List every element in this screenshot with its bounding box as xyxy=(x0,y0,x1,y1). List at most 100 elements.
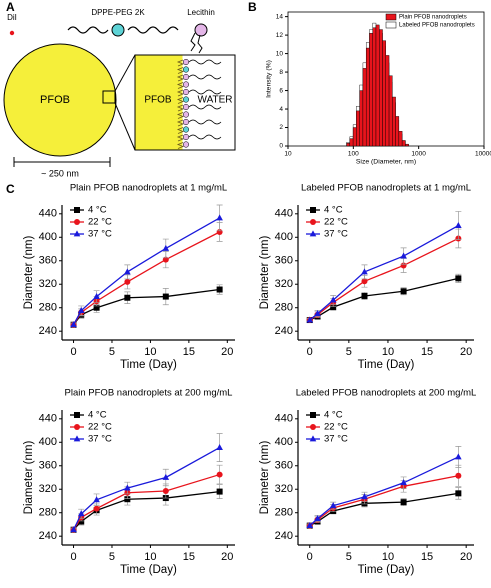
x-tick-label: 5 xyxy=(346,346,352,358)
marker xyxy=(93,496,100,503)
legend-label: 37 °C xyxy=(324,229,348,240)
legend-label: Plain PFOB nanodroplets xyxy=(399,15,467,21)
panel-label: A xyxy=(6,0,15,14)
legend-swatch xyxy=(385,21,397,29)
marker xyxy=(93,505,100,512)
marker xyxy=(93,292,100,299)
x-axis-label: Time (Day) xyxy=(358,564,415,576)
marker xyxy=(74,207,80,213)
x-axis-label: Time (Day) xyxy=(120,359,177,371)
legend-label: 4 °C xyxy=(88,205,107,216)
x-tick-label: 15 xyxy=(183,346,195,358)
marker xyxy=(455,490,462,497)
legend-label: 22 °C xyxy=(88,217,112,228)
bar xyxy=(346,143,351,147)
marker xyxy=(216,488,223,495)
bar xyxy=(382,40,386,147)
marker xyxy=(330,304,337,311)
marker xyxy=(400,479,407,486)
zoom-core xyxy=(135,55,183,150)
y-axis-label: Intensity (%) xyxy=(265,60,272,98)
x-tick-label: 15 xyxy=(421,551,433,563)
y-tick-label: 8 xyxy=(279,69,283,76)
zoom-line xyxy=(114,102,136,151)
x-tick-label: 20 xyxy=(460,346,472,358)
marker xyxy=(309,230,317,237)
marker xyxy=(314,514,321,521)
x-axis-label: Size (Diameter, nm) xyxy=(356,158,416,165)
bar xyxy=(369,33,373,147)
bar xyxy=(375,24,380,147)
y-axis-label: Diameter (nm) xyxy=(259,440,271,514)
marker xyxy=(124,484,131,491)
marker xyxy=(361,278,368,285)
marker xyxy=(93,304,100,311)
y-tick-label: 10 xyxy=(276,50,284,57)
zoom-core-label: PFOB xyxy=(144,95,172,106)
x-axis-label: Time (Day) xyxy=(358,359,415,371)
marker xyxy=(73,230,81,237)
lipid-tail xyxy=(176,134,185,142)
y-tick-label: 240 xyxy=(39,325,57,337)
marker xyxy=(77,510,85,517)
peg-chain xyxy=(188,89,222,95)
peg-label: DPPE-PEG 2K xyxy=(91,8,145,17)
marker xyxy=(216,443,223,450)
lipid-tail xyxy=(176,112,185,119)
bar xyxy=(359,90,364,147)
y-tick-label: 320 xyxy=(275,483,293,495)
chart-title: Labeled PFOB nanodroplets at 1 mg/mL xyxy=(301,183,471,194)
marker xyxy=(124,294,131,301)
legend-label: 4 °C xyxy=(324,410,343,421)
lipid-head xyxy=(182,73,190,81)
lipid-tail xyxy=(176,67,185,74)
x-tick-label: 0 xyxy=(70,346,76,358)
y-tick-label: 440 xyxy=(275,413,293,425)
y-tick-label: 280 xyxy=(39,507,57,519)
marker xyxy=(124,278,131,285)
y-axis-label: Diameter (nm) xyxy=(23,440,35,514)
legend-label: 22 °C xyxy=(324,422,348,433)
lipid-tail xyxy=(176,59,185,67)
legend-label: 37 °C xyxy=(88,434,112,445)
x-tick-label: 0 xyxy=(307,551,313,563)
bar xyxy=(356,110,360,147)
marker xyxy=(455,221,462,228)
lipid-tail xyxy=(176,82,185,89)
y-tick-label: 240 xyxy=(39,530,57,542)
marker xyxy=(455,453,462,460)
y-tick-label: 0 xyxy=(279,143,283,150)
marker xyxy=(70,321,77,328)
marker xyxy=(77,307,85,314)
marker xyxy=(162,473,170,480)
lipid-tail xyxy=(176,74,185,82)
marker xyxy=(74,424,80,430)
x-tick-label: 15 xyxy=(183,551,195,563)
x-tick-label: 5 xyxy=(346,551,352,563)
line xyxy=(309,456,459,527)
legend-label: 37 °C xyxy=(88,229,112,240)
x-tick-label: 100 xyxy=(348,151,359,158)
marker xyxy=(216,471,223,478)
x-tick-label: 15 xyxy=(421,346,433,358)
marker xyxy=(74,412,80,418)
marker xyxy=(400,499,407,506)
marker xyxy=(329,296,337,303)
bar xyxy=(349,138,354,147)
lipid-head xyxy=(182,118,190,126)
marker xyxy=(329,502,337,509)
marker xyxy=(216,286,223,293)
x-tick-label: 0 xyxy=(70,551,76,563)
y-tick-label: 440 xyxy=(39,208,57,220)
peg-chain xyxy=(188,104,222,110)
bar xyxy=(362,68,367,147)
y-tick-label: 360 xyxy=(275,460,293,472)
water-label: WATER xyxy=(198,95,233,106)
legend-label: 22 °C xyxy=(88,422,112,433)
marker xyxy=(124,268,131,275)
marker xyxy=(306,522,314,529)
lipid-head xyxy=(182,141,190,148)
y-tick-label: 6 xyxy=(279,87,283,94)
y-tick-label: 400 xyxy=(275,436,293,448)
